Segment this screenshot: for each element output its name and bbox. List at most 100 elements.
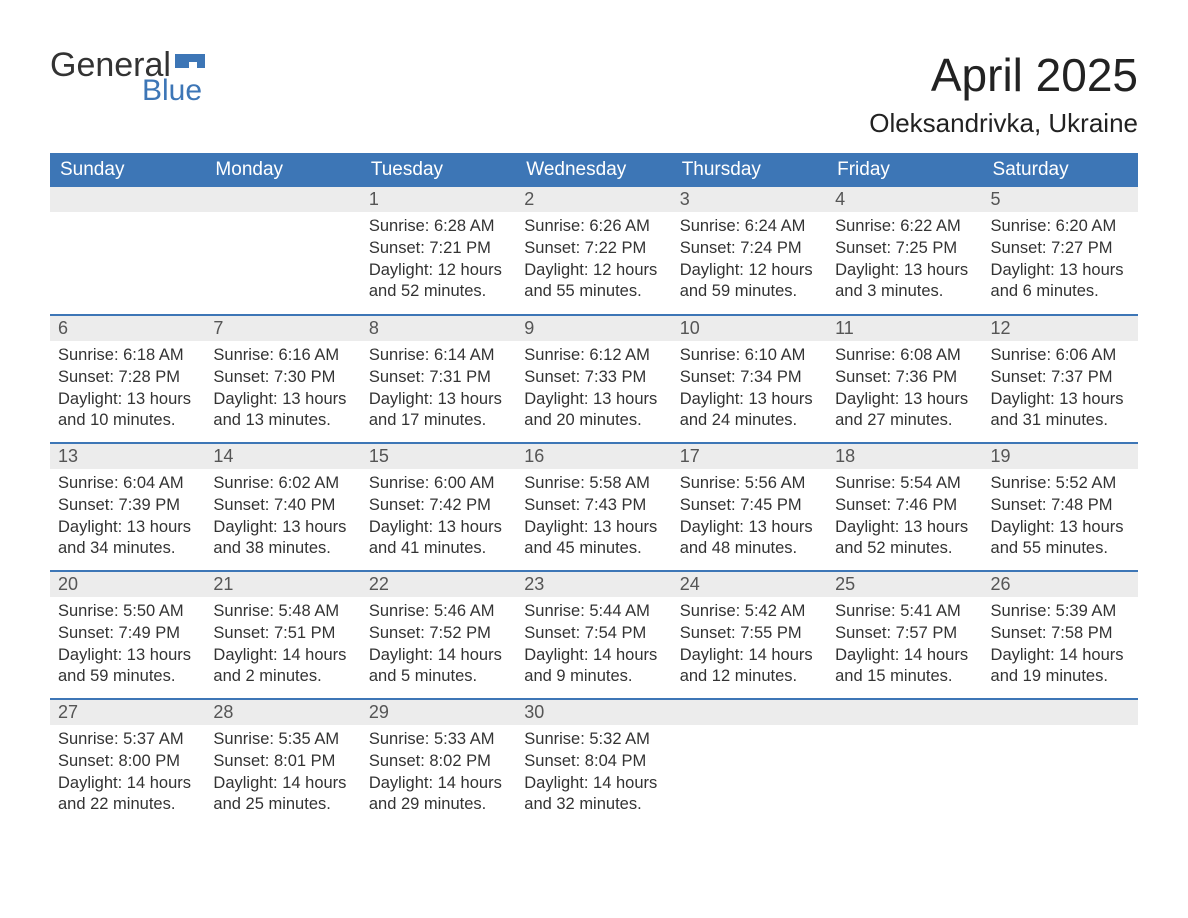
sunset-text: Sunset: 7:28 PM (58, 367, 197, 389)
calendar-day-cell: 13Sunrise: 6:04 AMSunset: 7:39 PMDayligh… (50, 443, 205, 571)
day-details: Sunrise: 6:22 AMSunset: 7:25 PMDaylight:… (827, 212, 982, 311)
day-number: 18 (827, 444, 982, 469)
daylight-line-2: and 20 minutes. (524, 410, 663, 432)
sunrise-text: Sunrise: 5:54 AM (835, 473, 974, 495)
day-number (827, 700, 982, 725)
day-number: 2 (516, 187, 671, 212)
day-details: Sunrise: 6:24 AMSunset: 7:24 PMDaylight:… (672, 212, 827, 311)
sunrise-text: Sunrise: 6:16 AM (213, 345, 352, 367)
sunset-text: Sunset: 7:34 PM (680, 367, 819, 389)
calendar-day-cell: 19Sunrise: 5:52 AMSunset: 7:48 PMDayligh… (983, 443, 1138, 571)
day-details: Sunrise: 6:10 AMSunset: 7:34 PMDaylight:… (672, 341, 827, 440)
daylight-line-1: Daylight: 13 hours (680, 389, 819, 411)
daylight-line-2: and 55 minutes. (524, 281, 663, 303)
sunset-text: Sunset: 7:21 PM (369, 238, 508, 260)
day-number: 7 (205, 316, 360, 341)
sunset-text: Sunset: 7:57 PM (835, 623, 974, 645)
day-details: Sunrise: 6:08 AMSunset: 7:36 PMDaylight:… (827, 341, 982, 440)
day-number: 10 (672, 316, 827, 341)
sunset-text: Sunset: 7:49 PM (58, 623, 197, 645)
sunrise-text: Sunrise: 6:24 AM (680, 216, 819, 238)
weekday-header: Thursday (672, 153, 827, 187)
sunrise-text: Sunrise: 6:12 AM (524, 345, 663, 367)
calendar-day-cell: 16Sunrise: 5:58 AMSunset: 7:43 PMDayligh… (516, 443, 671, 571)
daylight-line-2: and 52 minutes. (369, 281, 508, 303)
daylight-line-1: Daylight: 13 hours (991, 389, 1130, 411)
day-details: Sunrise: 6:02 AMSunset: 7:40 PMDaylight:… (205, 469, 360, 568)
day-number: 26 (983, 572, 1138, 597)
day-details: Sunrise: 5:41 AMSunset: 7:57 PMDaylight:… (827, 597, 982, 696)
sunset-text: Sunset: 7:42 PM (369, 495, 508, 517)
daylight-line-1: Daylight: 13 hours (58, 389, 197, 411)
sunrise-text: Sunrise: 6:26 AM (524, 216, 663, 238)
sunset-text: Sunset: 7:27 PM (991, 238, 1130, 260)
calendar-day-cell: 20Sunrise: 5:50 AMSunset: 7:49 PMDayligh… (50, 571, 205, 699)
calendar-day-cell: 6Sunrise: 6:18 AMSunset: 7:28 PMDaylight… (50, 315, 205, 443)
day-number: 30 (516, 700, 671, 725)
sunrise-text: Sunrise: 6:20 AM (991, 216, 1130, 238)
calendar-day-cell: 11Sunrise: 6:08 AMSunset: 7:36 PMDayligh… (827, 315, 982, 443)
calendar-day-cell: 18Sunrise: 5:54 AMSunset: 7:46 PMDayligh… (827, 443, 982, 571)
daylight-line-2: and 27 minutes. (835, 410, 974, 432)
sunrise-text: Sunrise: 6:22 AM (835, 216, 974, 238)
brand-flag-icon (175, 54, 205, 76)
daylight-line-2: and 29 minutes. (369, 794, 508, 816)
sunrise-text: Sunrise: 5:39 AM (991, 601, 1130, 623)
daylight-line-1: Daylight: 13 hours (680, 517, 819, 539)
day-number: 24 (672, 572, 827, 597)
calendar-week-row: 1Sunrise: 6:28 AMSunset: 7:21 PMDaylight… (50, 187, 1138, 315)
weekday-header: Wednesday (516, 153, 671, 187)
daylight-line-1: Daylight: 14 hours (213, 773, 352, 795)
day-number: 29 (361, 700, 516, 725)
weekday-header: Sunday (50, 153, 205, 187)
daylight-line-1: Daylight: 13 hours (213, 389, 352, 411)
sunrise-text: Sunrise: 6:28 AM (369, 216, 508, 238)
calendar-day-cell: 17Sunrise: 5:56 AMSunset: 7:45 PMDayligh… (672, 443, 827, 571)
day-number: 3 (672, 187, 827, 212)
daylight-line-2: and 45 minutes. (524, 538, 663, 560)
day-details: Sunrise: 5:58 AMSunset: 7:43 PMDaylight:… (516, 469, 671, 568)
sunset-text: Sunset: 7:31 PM (369, 367, 508, 389)
daylight-line-1: Daylight: 13 hours (58, 645, 197, 667)
daylight-line-1: Daylight: 13 hours (835, 260, 974, 282)
day-details: Sunrise: 6:12 AMSunset: 7:33 PMDaylight:… (516, 341, 671, 440)
sunset-text: Sunset: 7:45 PM (680, 495, 819, 517)
calendar-day-cell: 15Sunrise: 6:00 AMSunset: 7:42 PMDayligh… (361, 443, 516, 571)
day-details: Sunrise: 5:44 AMSunset: 7:54 PMDaylight:… (516, 597, 671, 696)
sunset-text: Sunset: 7:22 PM (524, 238, 663, 260)
daylight-line-1: Daylight: 14 hours (369, 773, 508, 795)
calendar-day-cell: 23Sunrise: 5:44 AMSunset: 7:54 PMDayligh… (516, 571, 671, 699)
sunset-text: Sunset: 7:51 PM (213, 623, 352, 645)
day-details: Sunrise: 6:18 AMSunset: 7:28 PMDaylight:… (50, 341, 205, 440)
sunrise-text: Sunrise: 6:14 AM (369, 345, 508, 367)
calendar-day-cell: 27Sunrise: 5:37 AMSunset: 8:00 PMDayligh… (50, 699, 205, 827)
sunset-text: Sunset: 7:48 PM (991, 495, 1130, 517)
sunrise-text: Sunrise: 6:00 AM (369, 473, 508, 495)
sunrise-text: Sunrise: 5:37 AM (58, 729, 197, 751)
calendar-day-cell: 28Sunrise: 5:35 AMSunset: 8:01 PMDayligh… (205, 699, 360, 827)
daylight-line-2: and 41 minutes. (369, 538, 508, 560)
daylight-line-1: Daylight: 13 hours (835, 389, 974, 411)
sunrise-text: Sunrise: 6:02 AM (213, 473, 352, 495)
daylight-line-1: Daylight: 13 hours (524, 389, 663, 411)
weekday-header: Tuesday (361, 153, 516, 187)
calendar-day-cell: 22Sunrise: 5:46 AMSunset: 7:52 PMDayligh… (361, 571, 516, 699)
day-number: 25 (827, 572, 982, 597)
day-number: 16 (516, 444, 671, 469)
day-details: Sunrise: 5:50 AMSunset: 7:49 PMDaylight:… (50, 597, 205, 696)
calendar-day-cell: 12Sunrise: 6:06 AMSunset: 7:37 PMDayligh… (983, 315, 1138, 443)
daylight-line-2: and 24 minutes. (680, 410, 819, 432)
calendar-table: Sunday Monday Tuesday Wednesday Thursday… (50, 153, 1138, 827)
daylight-line-1: Daylight: 12 hours (369, 260, 508, 282)
calendar-day-cell: 21Sunrise: 5:48 AMSunset: 7:51 PMDayligh… (205, 571, 360, 699)
daylight-line-1: Daylight: 12 hours (680, 260, 819, 282)
sunrise-text: Sunrise: 6:08 AM (835, 345, 974, 367)
page-header: General Blue April 2025 Oleksandrivka, U… (50, 48, 1138, 139)
calendar-day-cell (983, 699, 1138, 827)
calendar-week-row: 20Sunrise: 5:50 AMSunset: 7:49 PMDayligh… (50, 571, 1138, 699)
day-details: Sunrise: 6:28 AMSunset: 7:21 PMDaylight:… (361, 212, 516, 311)
day-number: 14 (205, 444, 360, 469)
daylight-line-2: and 3 minutes. (835, 281, 974, 303)
calendar-week-row: 13Sunrise: 6:04 AMSunset: 7:39 PMDayligh… (50, 443, 1138, 571)
daylight-line-2: and 19 minutes. (991, 666, 1130, 688)
